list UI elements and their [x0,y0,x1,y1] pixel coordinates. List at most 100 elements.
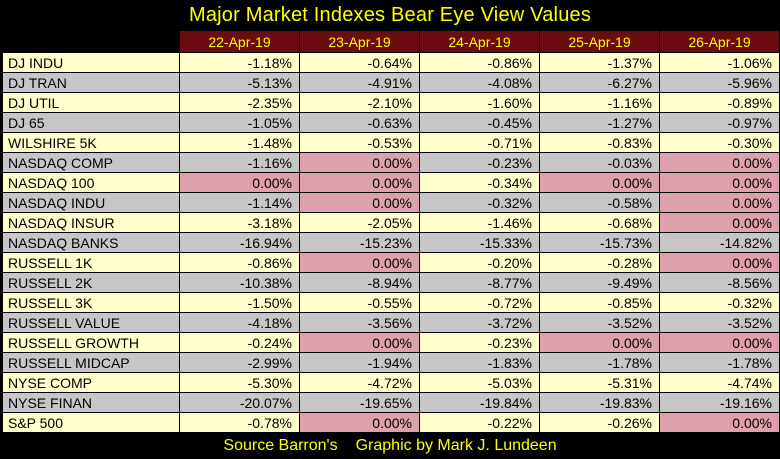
value-cell: -1.14% [179,192,300,213]
table-row: DJ 65 -1.05% -0.63% -0.45% -1.27% -0.97% [2,112,780,133]
table-row: NASDAQ 100 0.00% 0.00% -0.34% 0.00% 0.00% [2,172,780,193]
column-header: 22-Apr-19 [179,30,300,53]
value-cell: -2.99% [179,352,300,373]
column-header: 24-Apr-19 [419,30,540,53]
column-header: 26-Apr-19 [659,30,780,53]
row-label: RUSSELL VALUE [2,312,180,333]
value-cell: -15.73% [539,232,660,253]
value-cell: -0.26% [539,412,660,433]
value-cell: 0.00% [299,332,420,353]
value-cell: -5.31% [539,372,660,393]
value-cell: -3.52% [539,312,660,333]
value-cell: -5.03% [419,372,540,393]
market-index-table: 22-Apr-19 23-Apr-19 24-Apr-19 25-Apr-19 26-A… [2,30,780,433]
row-label: DJ UTIL [2,92,180,113]
value-cell: -2.05% [299,212,420,233]
value-cell: -1.16% [539,92,660,113]
value-cell: -1.05% [179,112,300,133]
value-cell: -5.13% [179,72,300,93]
table-row: NASDAQ COMP -1.16% 0.00% -0.23% -0.03% 0.00% [2,152,780,173]
row-label: NASDAQ 100 [2,172,180,193]
value-cell: -0.34% [419,172,540,193]
graphic-credit: Graphic by Mark J. Lundeen [355,437,557,454]
value-cell: -0.78% [179,412,300,433]
value-cell: -0.24% [179,332,300,353]
value-cell: -5.30% [179,372,300,393]
value-cell: 0.00% [539,332,660,353]
value-cell: -3.18% [179,212,300,233]
table-row: NYSE FINAN -20.07% -19.65% -19.84% -19.83% -1… [2,392,780,413]
row-label: RUSSELL 1K [2,252,180,273]
row-label: S&P 500 [2,412,180,433]
value-cell: -1.83% [419,352,540,373]
value-cell: -0.97% [659,112,780,133]
value-cell: -10.38% [179,272,300,293]
table-row: RUSSELL 2K -10.38% -8.94% -8.77% -9.49% -8.56… [2,272,780,293]
value-cell: -0.68% [539,212,660,233]
value-cell: -19.65% [299,392,420,413]
value-cell: -0.64% [299,52,420,73]
header-row: 22-Apr-19 23-Apr-19 24-Apr-19 25-Apr-19 26-A… [2,30,780,53]
value-cell: -2.10% [299,92,420,113]
value-cell: -0.63% [299,112,420,133]
value-cell: 0.00% [659,252,780,273]
row-label: RUSSELL MIDCAP [2,352,180,373]
value-cell: -9.49% [539,272,660,293]
value-cell: -8.94% [299,272,420,293]
row-label: DJ INDU [2,52,180,73]
value-cell: -0.30% [659,132,780,153]
table-row: NASDAQ BANKS -16.94% -15.23% -15.33% -15.73%… [2,232,780,253]
value-cell: -19.84% [419,392,540,413]
value-cell: -1.60% [419,92,540,113]
table-row: RUSSELL 3K -1.50% -0.55% -0.72% -0.85% -0.32% [2,292,780,313]
value-cell: 0.00% [659,152,780,173]
table-row: RUSSELL VALUE -4.18% -3.56% -3.72% -3.52% -3.… [2,312,780,333]
value-cell: -4.72% [299,372,420,393]
value-cell: -0.86% [419,52,540,73]
column-header: 23-Apr-19 [299,30,420,53]
table-row: DJ UTIL -2.35% -2.10% -1.60% -1.16% -0.89% [2,92,780,113]
value-cell: -19.83% [539,392,660,413]
table-row: WILSHIRE 5K -1.48% -0.53% -0.71% -0.83% -0.30… [2,132,780,153]
row-label: NASDAQ COMP [2,152,180,173]
page-title: Major Market Indexes Bear Eye View Value… [188,4,592,26]
value-cell: 0.00% [659,332,780,353]
value-cell: 0.00% [299,252,420,273]
value-cell: -0.32% [659,292,780,313]
column-header: 25-Apr-19 [539,30,660,53]
value-cell: -2.35% [179,92,300,113]
value-cell: -3.52% [659,312,780,333]
value-cell: 0.00% [659,412,780,433]
value-cell: -0.23% [419,332,540,353]
table-row: RUSSELL GROWTH -0.24% 0.00% -0.23% 0.00% 0.00… [2,332,780,353]
value-cell: -0.32% [419,192,540,213]
value-cell: 0.00% [539,172,660,193]
value-cell: -3.72% [419,312,540,333]
value-cell: -1.94% [299,352,420,373]
value-cell: -1.78% [539,352,660,373]
row-label: RUSSELL GROWTH [2,332,180,353]
value-cell: -0.53% [299,132,420,153]
table-row: NASDAQ INDU -1.14% 0.00% -0.32% -0.58% 0.00% [2,192,780,213]
row-label: NASDAQ INSUR [2,212,180,233]
value-cell: -5.96% [659,72,780,93]
value-cell: -0.23% [419,152,540,173]
table-row: RUSSELL MIDCAP -2.99% -1.94% -1.83% -1.78% -1… [2,352,780,373]
table-row: NYSE COMP -5.30% -4.72% -5.03% -5.31% -4.74% [2,372,780,393]
value-cell: -1.37% [539,52,660,73]
value-cell: 0.00% [659,172,780,193]
value-cell: -15.23% [299,232,420,253]
value-cell: -1.16% [179,152,300,173]
value-cell: -0.22% [419,412,540,433]
table-row: DJ TRAN -5.13% -4.91% -4.08% -6.27% -5.96% [2,72,780,93]
value-cell: -14.82% [659,232,780,253]
value-cell: -0.71% [419,132,540,153]
row-label: RUSSELL 2K [2,272,180,293]
value-cell: -15.33% [419,232,540,253]
value-cell: 0.00% [299,172,420,193]
row-label: DJ TRAN [2,72,180,93]
value-cell: -20.07% [179,392,300,413]
value-cell: -0.72% [419,292,540,313]
value-cell: -0.28% [539,252,660,273]
